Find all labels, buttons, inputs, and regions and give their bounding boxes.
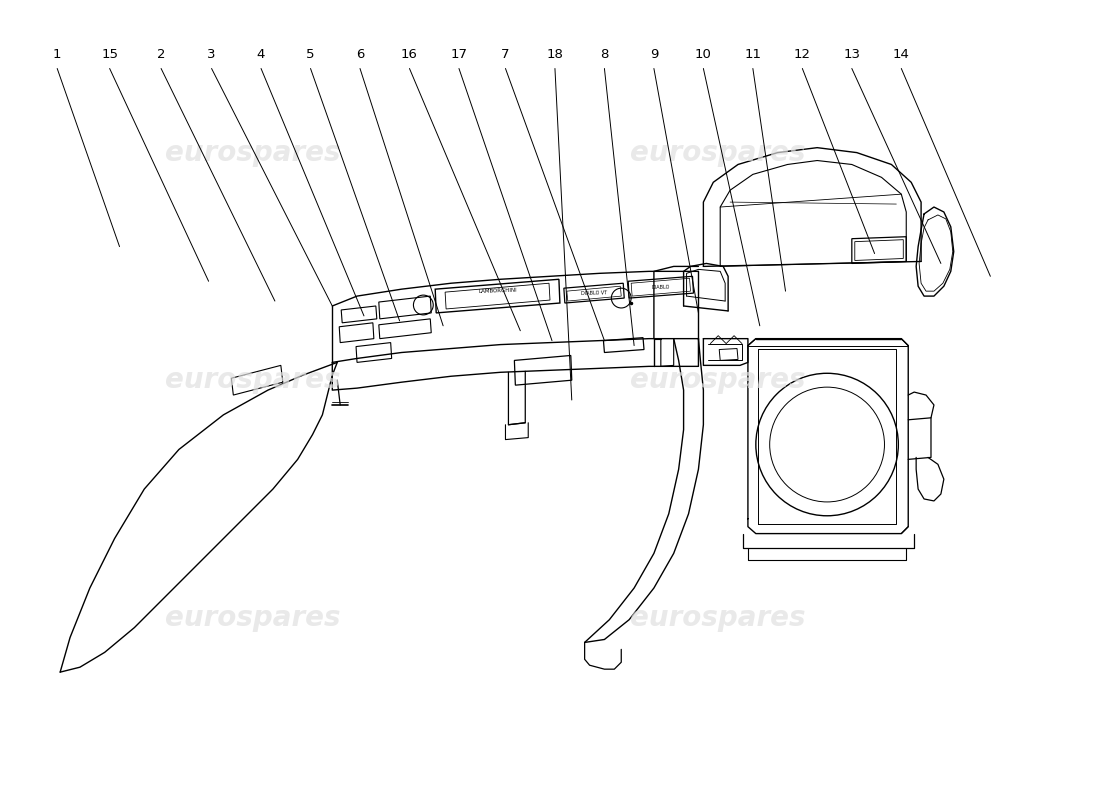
Text: eurospares: eurospares — [165, 138, 341, 166]
Text: eurospares: eurospares — [630, 138, 806, 166]
Text: 8: 8 — [601, 47, 608, 61]
Text: DIABLO VT: DIABLO VT — [581, 290, 607, 296]
Text: 12: 12 — [794, 47, 811, 61]
Text: 7: 7 — [502, 47, 509, 61]
Text: eurospares: eurospares — [630, 604, 806, 632]
Text: eurospares: eurospares — [630, 366, 806, 394]
Text: 11: 11 — [745, 47, 761, 61]
Text: 2: 2 — [157, 47, 165, 61]
Text: DIABLO: DIABLO — [651, 285, 670, 290]
Text: 15: 15 — [101, 47, 118, 61]
Text: 14: 14 — [893, 47, 910, 61]
Text: 4: 4 — [257, 47, 265, 61]
Text: 10: 10 — [695, 47, 712, 61]
Text: 6: 6 — [355, 47, 364, 61]
Text: eurospares: eurospares — [165, 604, 341, 632]
Text: eurospares: eurospares — [165, 366, 341, 394]
Text: 18: 18 — [547, 47, 563, 61]
Text: 3: 3 — [207, 47, 216, 61]
Text: 1: 1 — [53, 47, 62, 61]
Text: 13: 13 — [844, 47, 860, 61]
Text: 16: 16 — [402, 47, 418, 61]
Text: 5: 5 — [306, 47, 315, 61]
Text: 17: 17 — [451, 47, 468, 61]
Text: 9: 9 — [650, 47, 658, 61]
Text: LAMBORGHINI: LAMBORGHINI — [478, 288, 517, 294]
